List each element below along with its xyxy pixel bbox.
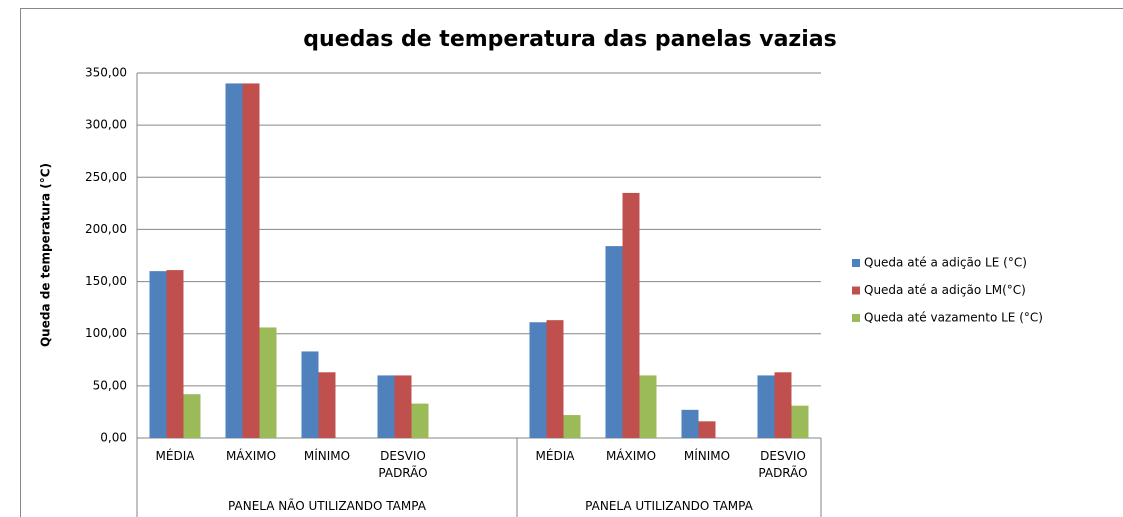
y-tick-label: 350,00 bbox=[85, 66, 127, 80]
bar bbox=[149, 271, 167, 438]
y-tick-label: 0,00 bbox=[100, 431, 127, 445]
legend-label: Queda até a adição LM(°C) bbox=[864, 283, 1026, 297]
bar bbox=[394, 375, 412, 438]
group-label: PANELA NÃO UTILIZANDO TAMPA bbox=[228, 499, 426, 513]
bar bbox=[681, 409, 699, 438]
bar bbox=[318, 372, 336, 438]
bar bbox=[622, 192, 640, 438]
chart-frame bbox=[20, 8, 1123, 517]
bar bbox=[639, 375, 657, 438]
bar bbox=[546, 320, 564, 438]
bar bbox=[259, 327, 277, 438]
y-tick-label: 300,00 bbox=[85, 118, 127, 132]
x-tick-label: MÉDIA bbox=[535, 449, 575, 463]
y-tick-label: 50,00 bbox=[93, 378, 127, 392]
x-tick-label: MÉDIA bbox=[155, 449, 195, 463]
chart-title: quedas de temperatura das panelas vazias bbox=[303, 27, 836, 52]
x-tick-label: MÁXIMO bbox=[225, 449, 277, 463]
bar bbox=[605, 246, 623, 438]
legend-label: Queda até a adição LE (°C) bbox=[864, 256, 1027, 270]
legend-label: Queda até vazamento LE (°C) bbox=[864, 311, 1043, 325]
bar bbox=[377, 375, 395, 438]
y-axis-title: Queda de temperatura (°C) bbox=[39, 163, 53, 347]
bar bbox=[301, 351, 319, 438]
x-tick-label: MÍNIMO bbox=[683, 449, 731, 463]
bar bbox=[166, 270, 184, 438]
y-tick-label: 200,00 bbox=[85, 222, 127, 236]
x-tick-label: MÍNIMO bbox=[303, 449, 351, 463]
y-tick-label: 100,00 bbox=[85, 326, 127, 340]
y-tick-label: 150,00 bbox=[85, 274, 127, 288]
y-tick-label: 250,00 bbox=[85, 170, 127, 184]
bar bbox=[411, 403, 429, 438]
group-label: PANELA UTILIZANDO TAMPA bbox=[585, 499, 753, 513]
x-tick-label: DESVIO PADRÃO bbox=[758, 449, 808, 480]
bar bbox=[183, 394, 201, 438]
bar bbox=[225, 83, 243, 438]
bar bbox=[698, 421, 716, 438]
bar bbox=[529, 322, 547, 438]
legend-swatch bbox=[852, 259, 860, 267]
bar bbox=[757, 375, 775, 438]
bar bbox=[791, 405, 809, 438]
x-tick-label: DESVIO PADRÃO bbox=[378, 449, 428, 480]
x-tick-label: MÁXIMO bbox=[605, 449, 657, 463]
bar bbox=[774, 372, 792, 438]
legend-swatch bbox=[852, 314, 860, 322]
bar bbox=[563, 415, 581, 438]
bar bbox=[242, 83, 260, 438]
legend-swatch bbox=[852, 286, 860, 295]
